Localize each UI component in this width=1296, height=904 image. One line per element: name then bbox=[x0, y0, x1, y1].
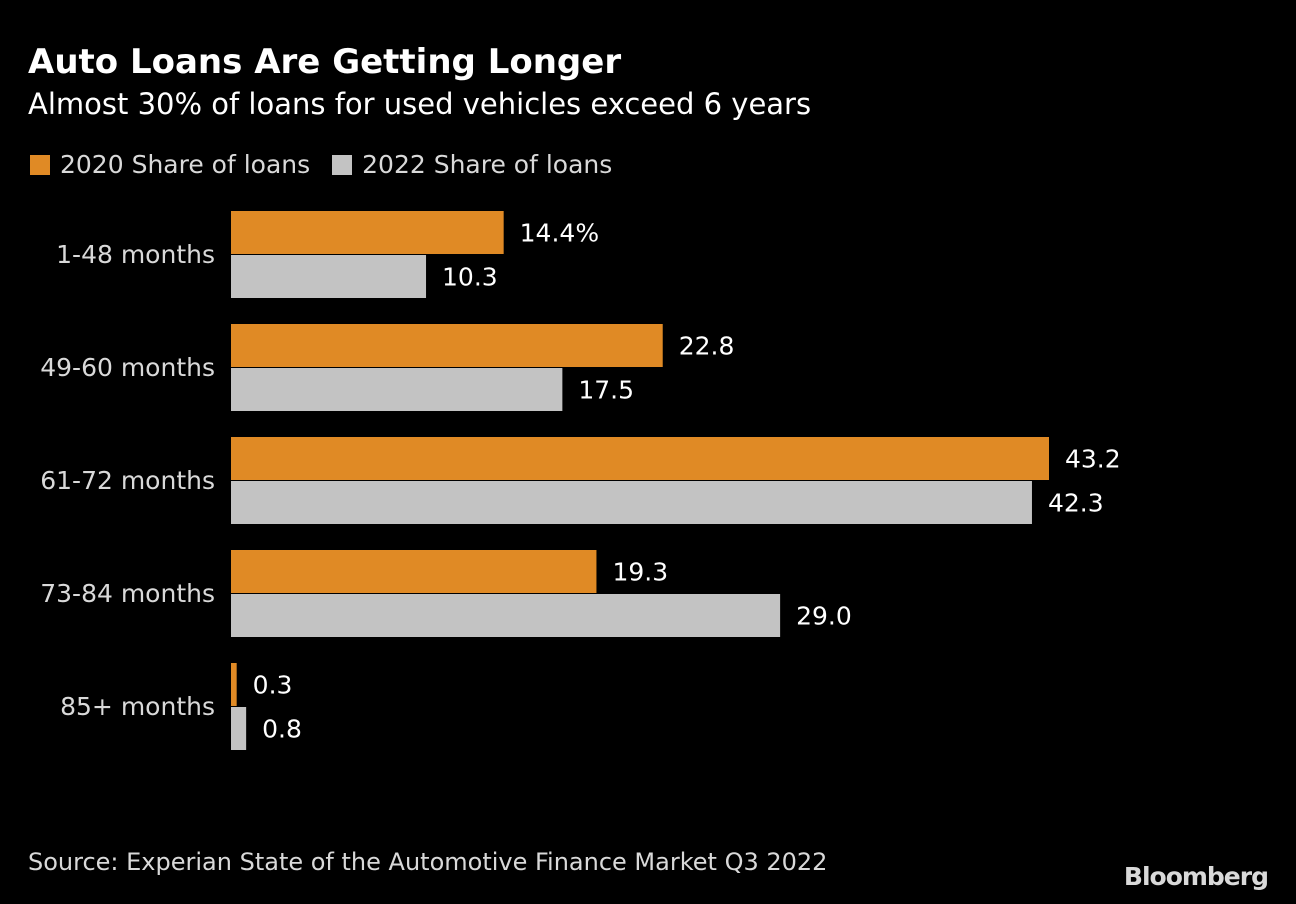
data-label: 17.5 bbox=[578, 376, 634, 405]
data-label: 22.8 bbox=[679, 332, 735, 361]
bar bbox=[231, 368, 563, 411]
bar bbox=[231, 437, 1049, 480]
chart-subtitle: Almost 30% of loans for used vehicles ex… bbox=[28, 87, 812, 121]
bar bbox=[231, 594, 781, 637]
bar bbox=[231, 707, 247, 750]
legend-label-2022: 2022 Share of loans bbox=[362, 150, 613, 179]
data-label: 43.2 bbox=[1065, 445, 1121, 474]
legend-item-2022: 2022 Share of loans bbox=[332, 150, 612, 179]
bar bbox=[231, 663, 237, 706]
data-label: 29.0 bbox=[796, 602, 852, 631]
legend-swatch-2020 bbox=[30, 154, 50, 175]
data-label: 10.3 bbox=[442, 263, 498, 292]
data-label: 19.3 bbox=[612, 558, 668, 587]
legend-item-2020: 2020 Share of loans bbox=[30, 150, 310, 179]
legend-swatch-2022 bbox=[332, 154, 353, 175]
bar bbox=[231, 324, 663, 367]
bloomberg-logo: Bloomberg bbox=[1123, 862, 1269, 891]
data-label: 14.4% bbox=[520, 219, 599, 248]
bar bbox=[231, 255, 427, 298]
data-label: 0.3 bbox=[253, 671, 293, 700]
data-label: 0.8 bbox=[262, 715, 302, 744]
category-label: 85+ months bbox=[60, 692, 215, 721]
category-label: 49-60 months bbox=[40, 353, 215, 382]
chart-title: Auto Loans Are Getting Longer bbox=[28, 42, 622, 82]
source-note: Source: Experian State of the Automotive… bbox=[28, 848, 828, 876]
legend-label-2020: 2020 Share of loans bbox=[60, 150, 311, 179]
bar-chart: 1-48 months 14.4% 10.3 49-60 months 22.8 17.5… bbox=[40, 211, 1121, 750]
category-label: 61-72 months bbox=[40, 466, 215, 495]
chart-legend: 2020 Share of loans 2022 Share of loans bbox=[30, 150, 634, 179]
bar bbox=[231, 211, 504, 254]
data-label: 42.3 bbox=[1048, 489, 1104, 518]
category-label: 1-48 months bbox=[56, 240, 215, 269]
category-label: 73-84 months bbox=[40, 579, 215, 608]
bar bbox=[231, 550, 597, 593]
bar bbox=[231, 481, 1032, 524]
